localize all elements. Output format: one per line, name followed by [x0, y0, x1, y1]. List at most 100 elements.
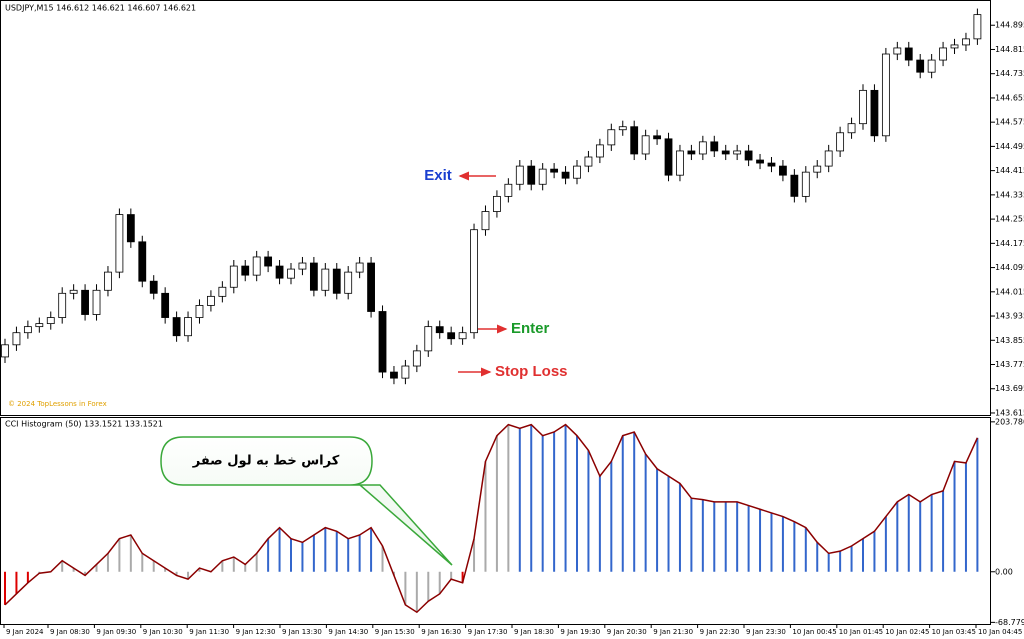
candle-body — [893, 47, 902, 55]
candle-body — [813, 165, 822, 173]
candle-body — [767, 162, 776, 167]
candle-body — [229, 265, 238, 288]
x-tick-label: 9 Jan 09:30 — [96, 628, 136, 636]
candle-body — [573, 165, 581, 179]
y-tick-label: 144.335 — [995, 190, 1024, 199]
x-tick-label: 9 Jan 20:30 — [607, 628, 647, 636]
candle-body — [550, 168, 559, 173]
candle-body — [401, 365, 410, 379]
candle-body — [527, 165, 536, 185]
candle-body — [538, 168, 547, 185]
candle-body — [916, 59, 925, 73]
candle-body — [218, 286, 227, 297]
enter-label: Enter — [511, 320, 550, 337]
candle-body — [115, 214, 124, 273]
y-tick-label: -68.7794 — [995, 618, 1024, 627]
y-tick-label: 144.815 — [995, 45, 1024, 54]
callout-text: کراس خط به لول صفر — [192, 454, 340, 469]
candle-body — [710, 141, 719, 152]
candle-body — [584, 156, 593, 167]
candle-body — [493, 195, 501, 212]
x-tick-label: 9 Jan 17:30 — [468, 628, 508, 636]
candle-body — [46, 317, 55, 325]
x-tick-label: 9 Jan 23:30 — [746, 628, 786, 636]
candle-body — [344, 271, 353, 294]
candle-body — [138, 241, 147, 282]
candle-body — [859, 89, 867, 125]
cci-title: CCI Histogram (50) 133.1521 133.1521 — [5, 420, 163, 429]
y-tick-label: 144.735 — [995, 69, 1024, 78]
watermark: © 2024 TopLessons in Forex — [8, 400, 107, 408]
candle-body — [962, 38, 970, 46]
candle-body — [321, 268, 330, 291]
candle-body — [298, 262, 307, 270]
x-tick-label: 9 Jan 16:30 — [421, 628, 461, 636]
x-tick-label: 9 Jan 15:30 — [375, 628, 415, 636]
y-tick-label: 143.615 — [995, 408, 1024, 417]
y-tick-label: 144.415 — [995, 166, 1024, 175]
candle-body — [195, 305, 204, 318]
candle-body — [824, 150, 833, 167]
candle-body — [390, 371, 398, 379]
x-tick-label: 9 Jan 10:30 — [143, 628, 183, 636]
candle-body — [355, 262, 364, 273]
x-tick-label: 9 Jan 08:30 — [50, 628, 90, 636]
candle-body — [1, 344, 9, 358]
candle-body — [207, 295, 215, 306]
candle-body — [607, 129, 616, 146]
y-tick-label: 144.015 — [995, 287, 1024, 296]
candle-body — [927, 59, 936, 73]
candle-body — [309, 262, 318, 291]
y-tick-label: 143.855 — [995, 336, 1024, 345]
cci-panel — [0, 417, 991, 625]
candle-body — [939, 47, 947, 61]
candle-body — [12, 332, 21, 346]
candle-body — [870, 89, 879, 137]
candle-body — [275, 265, 284, 279]
candle-body — [126, 214, 135, 243]
candle-body — [904, 47, 913, 61]
candle-body — [801, 171, 810, 197]
candle-body — [676, 150, 684, 176]
x-tick-label: 10 Jan 04:45 — [978, 628, 1022, 636]
candle-body — [950, 44, 959, 49]
candle-body — [287, 268, 295, 279]
candle-body — [367, 262, 375, 312]
candle-body — [973, 14, 982, 40]
y-tick-label: 143.775 — [995, 360, 1024, 369]
candle-body — [412, 350, 421, 367]
candle-body — [698, 141, 707, 155]
candle-body — [721, 150, 730, 155]
candle-body — [161, 292, 170, 318]
candle-body — [264, 256, 273, 267]
candle-body — [481, 211, 490, 231]
callout-bubble — [160, 436, 453, 566]
candle-body — [618, 126, 627, 131]
candle-body — [149, 280, 158, 294]
candle-body — [470, 229, 478, 334]
x-tick-label: 9 Jan 18:30 — [514, 628, 554, 636]
candle-body — [561, 171, 570, 179]
price-panel — [0, 0, 991, 416]
candle-body — [184, 317, 192, 337]
candle-body — [641, 135, 650, 155]
candle-body — [241, 265, 250, 276]
candle-body — [779, 165, 787, 176]
y-tick-label: 144.655 — [995, 93, 1024, 102]
candle-body — [35, 323, 44, 328]
y-tick-label: 144.895 — [995, 21, 1024, 30]
y-tick-label: 143.695 — [995, 384, 1024, 393]
y-tick-label: 144.095 — [995, 263, 1024, 272]
candle-body — [664, 138, 673, 176]
chart-title: USDJPY,M15 146.612 146.621 146.607 146.6… — [5, 4, 196, 13]
y-tick-label: 144.255 — [995, 215, 1024, 224]
candle-body — [733, 150, 742, 155]
candle-body — [447, 332, 456, 340]
x-tick-label: 9 Jan 11:30 — [189, 628, 229, 636]
candle-body — [172, 317, 181, 337]
candle-body — [458, 332, 467, 340]
candle-body — [92, 289, 101, 315]
exit-label: Exit — [424, 167, 452, 184]
x-tick-label: 9 Jan 21:30 — [653, 628, 693, 636]
